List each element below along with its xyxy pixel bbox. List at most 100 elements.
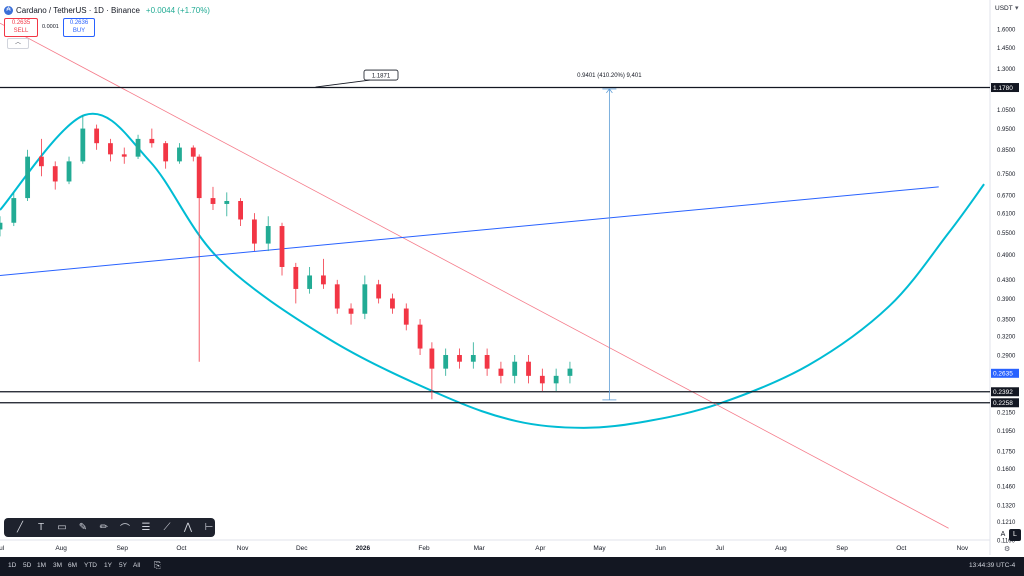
candle (348, 303, 354, 325)
time-tick-label: Aug (55, 545, 67, 552)
timeframe-1m[interactable]: 1M (37, 562, 47, 569)
rounding-arc[interactable] (0, 112, 985, 429)
candle-body (11, 198, 17, 223)
symbol-header: ₳ Cardano / TetherUS · 1D · Binance +0.0… (4, 3, 210, 17)
candle-body (417, 324, 423, 349)
projection-callout[interactable] (363, 69, 399, 81)
log-scale-button[interactable]: L (1009, 529, 1021, 541)
current-price-tag (991, 368, 1019, 378)
timeframe-5d[interactable]: 5D (23, 562, 32, 569)
candle-body (108, 143, 113, 155)
candle (163, 141, 169, 169)
timeframe-3m[interactable]: 3M (53, 562, 63, 569)
candle-body (149, 138, 155, 144)
price-tick-label: 0.3500 (997, 317, 1016, 323)
buy-button[interactable]: 0.2636 BUY (63, 18, 95, 37)
cardano-logo-icon: ₳ (4, 5, 13, 15)
level-label-2: 0.2392 (993, 389, 1013, 396)
time-tick-label: Dec (296, 545, 308, 552)
time-tick-label: Jul (0, 545, 5, 552)
candle (443, 348, 449, 376)
price-tick-label: 0.7500 (997, 172, 1016, 178)
candle (224, 192, 230, 217)
candle-body (470, 355, 476, 362)
timeframe-ytd[interactable]: YTD (84, 562, 97, 569)
trendline-icon[interactable]: ╱ (16, 522, 24, 533)
symbol-title[interactable]: Cardano / TetherUS · 1D · Binance (16, 5, 140, 15)
ray-icon[interactable]: ⟋ (163, 522, 171, 533)
timeframe-5y[interactable]: 5Y (119, 562, 127, 569)
level-label-1: 1.1780 (993, 85, 1013, 92)
candle-body (238, 200, 243, 220)
candle-body (376, 284, 382, 299)
level-tag-3 (991, 398, 1019, 408)
time-tick-label: May (593, 545, 606, 552)
text-icon[interactable]: T (37, 522, 45, 533)
candle (80, 115, 86, 164)
path-icon[interactable]: ⌒ (120, 524, 130, 535)
timeframe-6m[interactable]: 6M (68, 562, 78, 569)
candle-body (196, 156, 202, 199)
candle (376, 279, 382, 304)
candle-body (279, 226, 285, 267)
candle (196, 154, 202, 362)
price-axis-ticks[interactable]: 1.6000 1.4500 1.3000 1.0500 0.9500 0.8500 0.75… (997, 27, 1016, 544)
time-tick-label: Mar (474, 545, 486, 552)
downtrend-line[interactable] (0, 22, 949, 529)
timeframe-all[interactable]: All (133, 562, 141, 569)
horizontal-line-icon[interactable]: ⊢ (204, 522, 214, 533)
candle-body (512, 361, 518, 376)
chevron-down-icon[interactable]: ▾ (1015, 5, 1019, 12)
brush-icon[interactable]: ✎ (78, 522, 88, 533)
trendlines-group (0, 22, 949, 529)
time-tick-label: Nov (237, 545, 249, 552)
fib-icon[interactable]: ☰ (141, 522, 151, 533)
candle-body (163, 143, 169, 162)
sell-button[interactable]: 0.2635 SELL (4, 18, 38, 37)
candle-body (25, 156, 31, 199)
polyline-icon[interactable]: ⋀ (183, 522, 193, 533)
candle (307, 266, 313, 294)
auto-scale-button[interactable]: A (1000, 531, 1006, 538)
candle-body (348, 308, 354, 314)
measure-label: 0.9401 (410.20%) 9,401 (577, 73, 642, 79)
time-tick-label: Aug (775, 545, 787, 552)
rounding-arc-group (0, 112, 985, 429)
price-tick-label: 0.6700 (997, 194, 1016, 200)
settings-icon[interactable]: ⚙ (1004, 546, 1011, 553)
timeframe-1d[interactable]: 1D (8, 562, 17, 569)
candle-body (539, 375, 545, 384)
candle (238, 198, 243, 227)
candle-body (567, 368, 573, 376)
time-axis-ticks[interactable]: Jul Aug Sep Oct Nov Dec 2026 Feb Mar Apr May Jun Jul… (0, 545, 969, 552)
candle (52, 161, 58, 190)
candle (39, 138, 44, 177)
candle-body (39, 156, 44, 167)
highlighter-icon[interactable]: ✏ (99, 522, 109, 533)
currency-unit[interactable]: USDT (995, 5, 1013, 12)
candle-body (293, 266, 299, 289)
candle (526, 355, 531, 384)
candle-body (457, 355, 462, 362)
time-tick-label: Nov (957, 545, 969, 552)
candle-body (526, 361, 531, 376)
price-tick-label: 0.1460 (997, 484, 1016, 490)
time-tick-label: Oct (896, 545, 906, 552)
candle (457, 348, 462, 369)
candle-body (443, 355, 449, 369)
date-range-icon[interactable]: ⎘ (154, 560, 162, 570)
candle-body (224, 200, 230, 204)
candle (470, 342, 476, 369)
callout-icon[interactable]: ▭ (57, 522, 67, 533)
timeframe-1y[interactable]: 1Y (104, 562, 112, 569)
time-tick-label: Jul (716, 545, 725, 552)
candle-body (0, 222, 3, 230)
candle (429, 342, 435, 400)
candle (512, 355, 518, 384)
chevron-up-icon[interactable]: ︿ (7, 38, 29, 49)
spread-value: 0.0001 (42, 24, 59, 30)
rising-trendline[interactable] (0, 186, 939, 276)
candle-body (121, 154, 127, 157)
candle-body (94, 128, 100, 144)
